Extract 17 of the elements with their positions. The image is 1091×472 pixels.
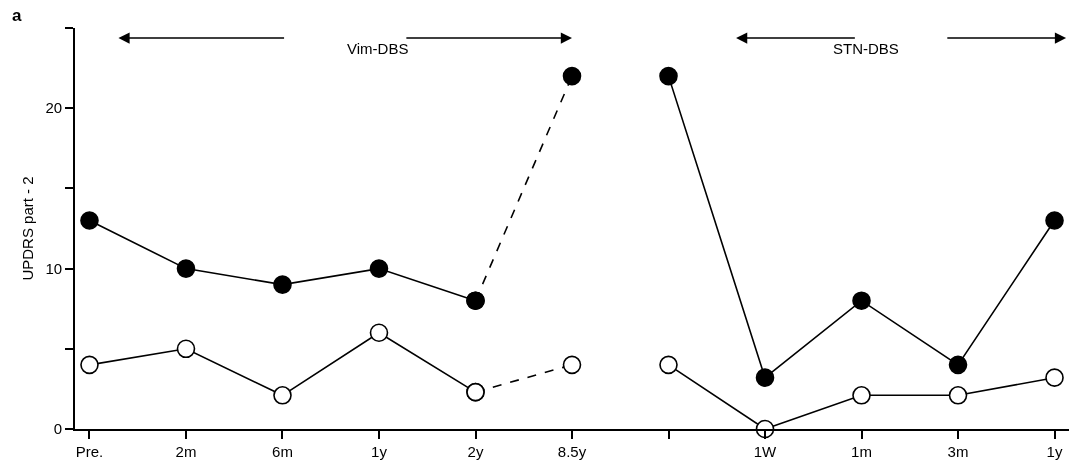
x-tick-label: 1y: [1046, 442, 1063, 460]
x-tick-label: 1m: [851, 442, 872, 460]
x-tick-label: Pre.: [75, 442, 104, 460]
y-tick-label: 0: [53, 420, 63, 438]
text: a: [12, 6, 22, 25]
annotation: Vim-DBS: [347, 40, 409, 57]
y-axis-title: UPDRS part - 2: [19, 176, 37, 281]
y-tick-label: 20: [45, 99, 63, 117]
x-tick-label: 3m: [947, 442, 969, 460]
annotation: STN-DBS: [833, 40, 899, 57]
x-tick-label: 1W: [753, 442, 778, 460]
x-tick-label: 6m: [272, 442, 293, 460]
x-tick-label: 2y: [467, 442, 484, 460]
x-tick-label: 8.5y: [557, 442, 587, 460]
x-tick-label: 2m: [175, 442, 197, 460]
x-tick-label: 1y: [371, 442, 388, 460]
y-tick-label: 10: [45, 259, 63, 277]
